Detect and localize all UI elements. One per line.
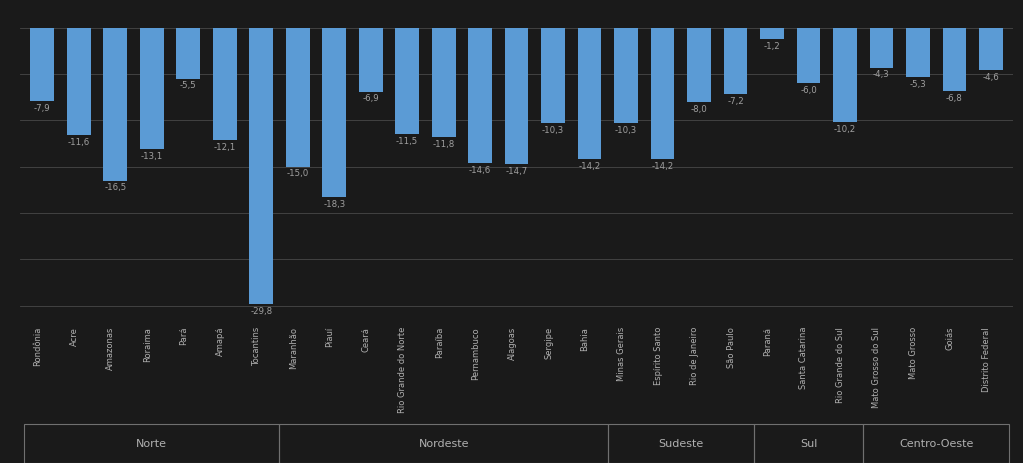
Text: -14,6: -14,6 — [469, 166, 491, 175]
Bar — [213, 28, 236, 140]
Text: Tocantins: Tocantins — [253, 327, 261, 366]
Bar — [608, 424, 754, 463]
Text: -1,2: -1,2 — [763, 42, 781, 50]
Bar — [541, 28, 565, 123]
Bar — [25, 424, 279, 463]
Text: Roraima: Roraima — [143, 327, 151, 362]
Text: -10,2: -10,2 — [834, 125, 856, 134]
Bar — [322, 28, 346, 197]
Text: São Paulo: São Paulo — [726, 327, 736, 368]
Text: -16,5: -16,5 — [104, 183, 127, 192]
Text: -11,6: -11,6 — [68, 138, 90, 147]
Text: Sul: Sul — [800, 438, 817, 449]
Bar — [279, 424, 608, 463]
Text: -11,8: -11,8 — [433, 140, 455, 149]
Text: -14,2: -14,2 — [578, 162, 601, 171]
Text: -10,3: -10,3 — [615, 126, 637, 135]
Bar — [760, 28, 784, 39]
Text: Nordeste: Nordeste — [418, 438, 469, 449]
Text: Goiás: Goiás — [945, 327, 954, 350]
Text: -6,9: -6,9 — [362, 94, 379, 103]
Text: Norte: Norte — [136, 438, 168, 449]
Bar — [942, 28, 967, 91]
Text: -4,6: -4,6 — [982, 73, 999, 82]
Bar — [250, 28, 273, 304]
Text: -18,3: -18,3 — [323, 200, 346, 209]
Text: Espírito Santo: Espírito Santo — [654, 327, 663, 385]
Bar — [504, 28, 529, 164]
Bar — [979, 28, 1003, 70]
Text: -14,7: -14,7 — [505, 167, 528, 175]
Bar — [687, 28, 711, 102]
Text: Ceará: Ceará — [362, 327, 370, 352]
Bar — [469, 28, 492, 163]
Text: Rondônia: Rondônia — [34, 327, 42, 366]
Text: Centro-Oeste: Centro-Oeste — [899, 438, 973, 449]
Bar — [140, 28, 164, 149]
Text: -29,8: -29,8 — [251, 307, 272, 315]
Text: Bahia: Bahia — [581, 327, 589, 351]
Text: Distrito Federal: Distrito Federal — [982, 327, 991, 392]
Text: -12,1: -12,1 — [214, 143, 236, 151]
Text: Sergipe: Sergipe — [544, 327, 553, 359]
Text: Rio de Janeiro: Rio de Janeiro — [691, 327, 699, 385]
Text: -7,9: -7,9 — [34, 104, 51, 113]
Bar — [614, 28, 638, 123]
Bar — [578, 28, 602, 159]
Text: -5,3: -5,3 — [909, 80, 926, 88]
Text: Amapá: Amapá — [216, 327, 225, 357]
Bar — [432, 28, 455, 137]
Bar — [103, 28, 127, 181]
Text: Acre: Acre — [70, 327, 79, 346]
Text: -4,3: -4,3 — [873, 70, 890, 79]
Text: Alagoas: Alagoas — [507, 327, 517, 360]
Text: Paraíba: Paraíba — [435, 327, 444, 358]
Text: Piauí: Piauí — [325, 327, 335, 347]
Bar — [285, 28, 310, 167]
Bar — [723, 28, 748, 94]
Bar — [797, 28, 820, 83]
Text: -13,1: -13,1 — [141, 152, 163, 161]
Text: Pará: Pará — [179, 327, 188, 345]
Text: -10,3: -10,3 — [542, 126, 565, 135]
Text: Mato Grosso: Mato Grosso — [908, 327, 918, 379]
Text: Rio Grande do Norte: Rio Grande do Norte — [398, 327, 407, 413]
Text: -5,5: -5,5 — [180, 81, 196, 90]
Bar — [906, 28, 930, 77]
Text: Sudeste: Sudeste — [658, 438, 704, 449]
Text: Maranhão: Maranhão — [288, 327, 298, 369]
Text: Rio Grande do Sul: Rio Grande do Sul — [836, 327, 845, 403]
Text: Amazonas: Amazonas — [106, 327, 116, 370]
Text: -6,8: -6,8 — [946, 94, 963, 102]
Bar — [870, 28, 893, 68]
Bar — [359, 28, 383, 92]
Bar — [395, 28, 419, 134]
Bar — [863, 424, 1009, 463]
Bar — [66, 28, 91, 135]
Text: -8,0: -8,0 — [691, 105, 707, 113]
Text: Pernambuco: Pernambuco — [472, 327, 480, 380]
Bar — [833, 28, 857, 122]
Text: -11,5: -11,5 — [396, 137, 418, 146]
Text: -15,0: -15,0 — [286, 169, 309, 178]
Text: Santa Catarina: Santa Catarina — [799, 327, 808, 389]
Text: -14,2: -14,2 — [652, 162, 674, 171]
Bar — [31, 28, 54, 101]
Bar — [651, 28, 674, 159]
Text: -7,2: -7,2 — [727, 97, 744, 106]
Text: Paraná: Paraná — [763, 327, 772, 356]
Bar — [176, 28, 201, 79]
Bar — [754, 424, 863, 463]
Text: Minas Gerais: Minas Gerais — [617, 327, 626, 381]
Text: -6,0: -6,0 — [800, 86, 816, 95]
Text: Mato Grosso do Sul: Mato Grosso do Sul — [873, 327, 882, 408]
